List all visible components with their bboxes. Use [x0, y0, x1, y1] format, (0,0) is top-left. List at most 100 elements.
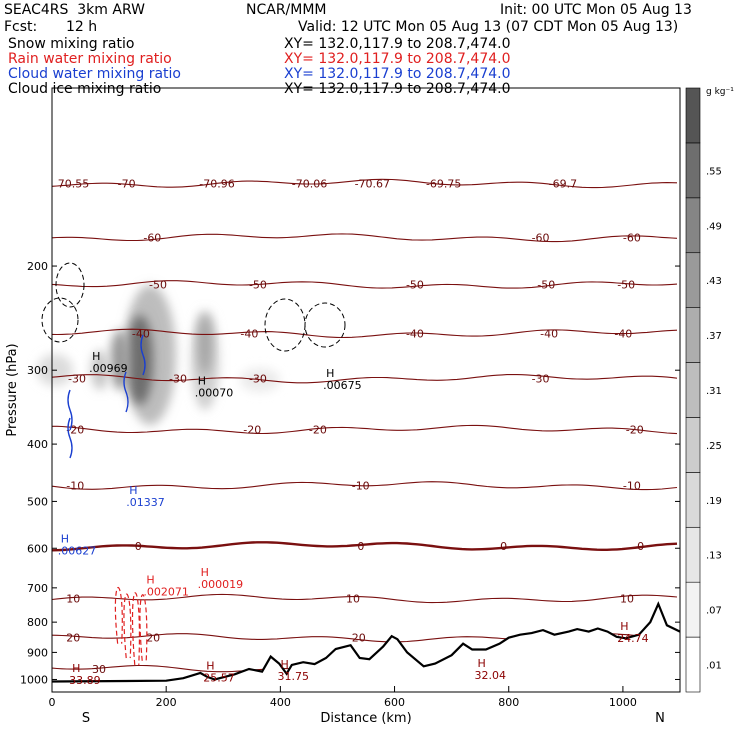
isotherm-label: -10 — [352, 480, 370, 493]
isotherm-label: -70 — [118, 177, 136, 190]
colorbar-tick-label: .43 — [706, 276, 722, 287]
cloud-ice-contour — [55, 262, 85, 308]
isotherm-label: -50 — [406, 279, 424, 292]
colorbar-swatch — [685, 526, 701, 583]
point-value-label: 24.74 — [617, 632, 649, 645]
field-rain-xy: XY= 132.0,117.9 to 208.7,474.0 — [284, 51, 511, 67]
isotherm-label: -50 — [149, 279, 167, 292]
isotherm--40 — [51, 328, 678, 339]
plot-frame — [51, 87, 681, 693]
isotherm-label: -69.7 — [549, 177, 577, 190]
isotherm-label: -30 — [532, 373, 550, 386]
colorbar-tick-label: .07 — [706, 606, 722, 617]
colorbar-swatch — [685, 472, 701, 528]
point-value-label: .01337 — [126, 496, 165, 509]
isotherm-label: 0 — [637, 540, 644, 553]
isotherm-label: -60 — [623, 232, 641, 245]
isotherm-label: -10 — [623, 480, 641, 493]
rain-contour — [123, 593, 132, 659]
y-tick-label: 900 — [27, 646, 48, 659]
max-marker: H — [61, 532, 69, 545]
isotherm-label: 10 — [620, 593, 634, 606]
colorbar-tick-label: .25 — [706, 441, 722, 452]
colorbar-tick-label: .19 — [706, 496, 722, 507]
isotherm-label: 0 — [357, 540, 364, 553]
x-tick-label: 800 — [498, 696, 519, 709]
isotherm-label: 20 — [66, 632, 80, 645]
x-tick-label: 1000 — [609, 696, 637, 709]
isotherm-label: 20 — [146, 632, 160, 645]
max-marker: H — [620, 620, 628, 633]
colorbar-tick-label: .55 — [706, 166, 722, 177]
forecast-value: 12 h — [66, 19, 98, 35]
colorbar-tick-label: .37 — [706, 331, 722, 342]
rain-contour — [114, 587, 123, 644]
snow-shading — [198, 315, 212, 375]
point-value-label: .00627 — [58, 544, 97, 557]
point-value-label: .00675 — [323, 379, 362, 392]
y-tick-label: 500 — [27, 495, 48, 508]
isotherm-label: -70.96 — [199, 177, 234, 190]
max-marker: H — [198, 375, 206, 388]
isotherm-label: -20 — [626, 424, 644, 437]
rain-contour — [139, 594, 148, 661]
colorbar-swatch — [685, 197, 701, 254]
colorbar-tick-label: .13 — [706, 551, 722, 562]
x-tick-label: 0 — [49, 696, 56, 709]
point-value-label: 32.04 — [474, 669, 506, 682]
max-marker: H — [201, 566, 209, 579]
field-cloud-water-name: Cloud water mixing ratio — [8, 66, 181, 82]
max-marker: H — [477, 657, 485, 670]
cloud-ice-contour — [41, 297, 79, 343]
isotherm-label: -40 — [540, 327, 558, 340]
isotherm-label: 20 — [352, 632, 366, 645]
colorbar-swatch — [685, 362, 701, 418]
terrain-line — [51, 601, 681, 683]
isotherm-label: -40 — [240, 327, 258, 340]
point-value-label: 25.57 — [203, 671, 235, 684]
y-tick-label: 800 — [27, 616, 48, 629]
max-marker: H — [206, 659, 214, 672]
isotherm-10 — [51, 593, 678, 604]
isotherm--50 — [51, 280, 678, 289]
isotherm-label: 0 — [135, 540, 142, 553]
y-tick-label: 200 — [27, 260, 48, 273]
isotherm-label: -69.75 — [426, 177, 461, 190]
model-title: SEAC4RS 3km ARW — [4, 2, 145, 18]
snow-shading — [110, 330, 130, 390]
colorbar-swatch — [685, 142, 701, 199]
cloud-water-contour — [67, 417, 73, 459]
point-value-label: .00969 — [89, 362, 128, 375]
isotherm-label: -50 — [249, 279, 267, 292]
colorbar-swatch — [685, 252, 701, 308]
isotherm--70 — [51, 178, 678, 189]
isotherm-label: 10 — [66, 593, 80, 606]
forecast-label: Fcst: — [4, 19, 38, 35]
cloud-water-contour — [123, 371, 129, 413]
isotherm-label: -60 — [143, 232, 161, 245]
center-title: NCAR/MMM — [246, 2, 327, 18]
max-marker: H — [72, 662, 80, 675]
point-value-label: .002071 — [143, 585, 189, 598]
max-marker: H — [129, 484, 137, 497]
isotherm-label: -40 — [614, 327, 632, 340]
isotherm-label: -10 — [66, 480, 84, 493]
y-tick-label: 400 — [27, 438, 48, 451]
snow-shading — [127, 315, 153, 405]
isotherm-label: -70.67 — [355, 177, 390, 190]
terrain-fill — [52, 603, 680, 692]
field-snow-name: Snow mixing ratio — [8, 36, 135, 52]
valid-time: Valid: 12 UTC Mon 05 Aug 13 (07 CDT Mon … — [298, 19, 679, 35]
north-label: N — [655, 711, 665, 726]
isotherm-label: 70.55 — [58, 177, 90, 190]
field-rain-name: Rain water mixing ratio — [8, 51, 172, 67]
point-value-label: 31.75 — [278, 670, 310, 683]
field-cloud-ice-xy: XY= 132.0,117.9 to 208.7,474.0 — [284, 81, 511, 97]
x-tick-label: 600 — [384, 696, 405, 709]
max-marker: H — [326, 367, 334, 380]
field-cloud-water-xy: XY= 132.0,117.9 to 208.7,474.0 — [284, 66, 511, 82]
point-value-label: 33.89 — [69, 674, 101, 687]
isotherm--10 — [51, 481, 678, 491]
isotherm-label: -20 — [309, 424, 327, 437]
